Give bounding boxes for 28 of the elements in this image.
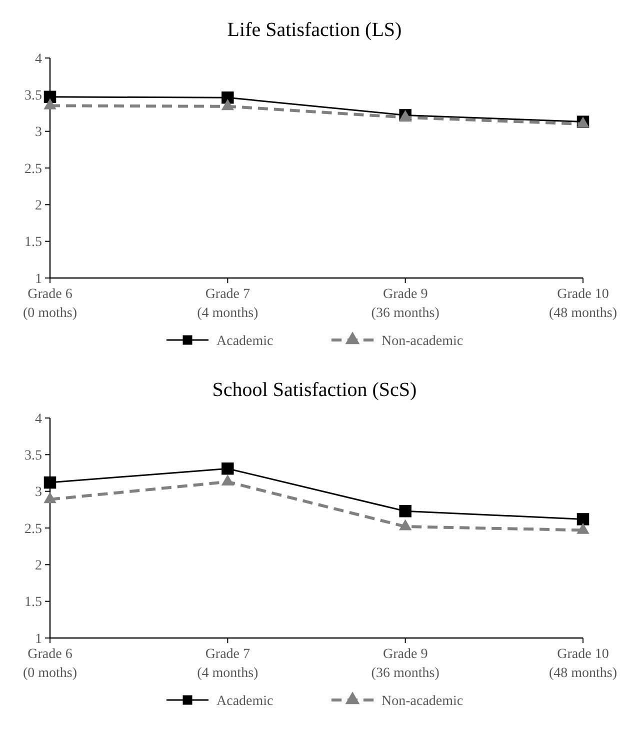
x-tick-label: Grade 10 (48 months) (548, 647, 618, 681)
chart-title: School Satisfaction (ScS) (212, 379, 417, 401)
x-tick-label: Grade 9 (36 months) (371, 287, 440, 321)
legend-label: Non-academic (382, 694, 464, 709)
x-tick-label: Grade 7 (4 months) (197, 647, 259, 681)
chart-title: Life Satisfaction (LS) (227, 19, 402, 41)
y-tick-label: 2 (35, 558, 42, 574)
y-tick-label: 3 (35, 485, 42, 500)
y-tick-label: 1 (35, 632, 42, 647)
y-tick-label: 3.5 (24, 448, 42, 464)
y-tick-label: 1.5 (24, 235, 42, 250)
y-tick-label: 2 (35, 198, 42, 214)
x-tick-label: Grade 6 (0 moths) (22, 287, 78, 321)
y-tick-label: 2.5 (24, 522, 42, 537)
legend-label: Academic (216, 334, 274, 349)
y-tick-label: 2.5 (24, 162, 42, 177)
y-tick-label: 1.5 (24, 595, 42, 610)
x-tick-label: Grade 9 (36 months) (371, 647, 440, 681)
y-tick-label: 3.5 (24, 88, 42, 104)
y-tick-label: 1 (35, 272, 42, 287)
y-tick-label: 3 (35, 125, 42, 140)
legend-label: Academic (216, 694, 274, 709)
x-tick-label: Grade 10 (48 months) (548, 287, 618, 321)
y-tick-label: 4 (35, 412, 42, 427)
y-tick-label: 4 (35, 52, 42, 67)
legend-label: Non-academic (382, 334, 464, 349)
x-tick-label: Grade 7 (4 months) (197, 287, 259, 321)
x-tick-label: Grade 6 (0 moths) (22, 647, 78, 681)
